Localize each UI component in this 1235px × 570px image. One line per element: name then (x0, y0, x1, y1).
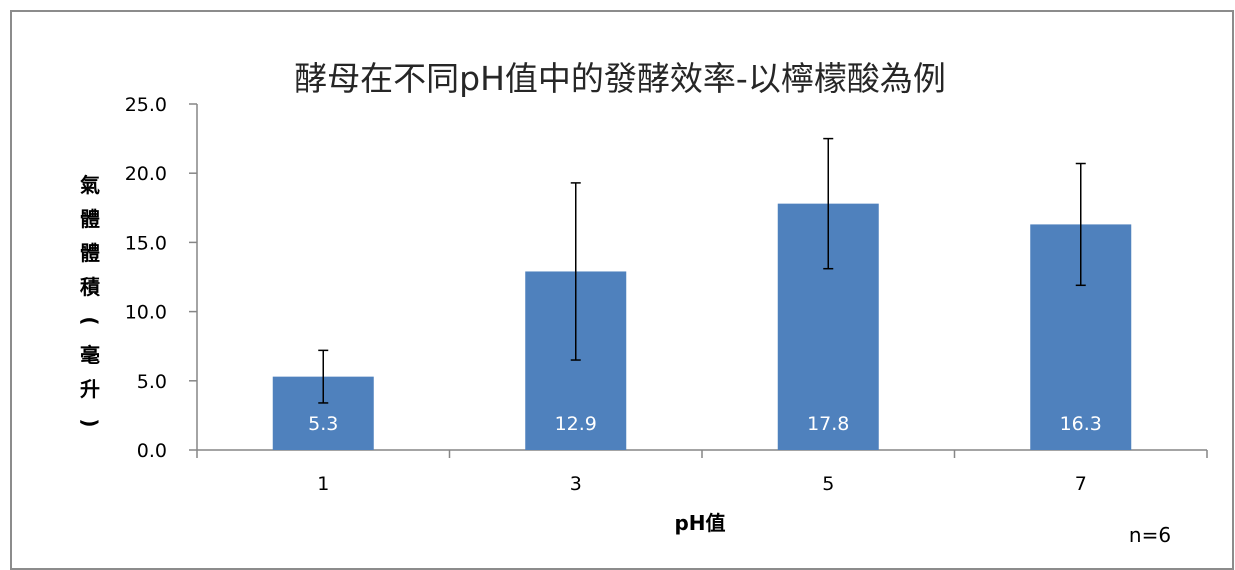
bars: 5.3 12.9 17.8 16.3 (272, 137, 1132, 450)
y-axis-title-char: ( (78, 316, 102, 325)
y-axis-title-char: 體 (80, 241, 100, 265)
y-axis-title-char: 升 (80, 377, 100, 401)
y-axis-title-char: ) (78, 418, 102, 427)
y-axis-title-char: 體 (80, 207, 100, 231)
x-tick-label: 7 (1075, 473, 1087, 495)
y-tick-label: 5.0 (137, 371, 167, 393)
y-axis-title-char: 積 (80, 275, 101, 299)
y-ticks: 0.0 5.0 10.0 15.0 20.0 25.0 (125, 94, 197, 462)
y-tick-label: 15.0 (125, 232, 167, 254)
bar-value-label: 5.3 (308, 413, 338, 435)
y-tick-label: 20.0 (125, 163, 167, 185)
y-axis-title-char: 氣 (80, 173, 100, 197)
x-axis-title: pH值 (674, 511, 725, 535)
sample-size-note: n=6 (1129, 523, 1171, 547)
x-ticks: 1 3 5 7 (196, 450, 1208, 495)
bar-value-label: 16.3 (1060, 413, 1102, 435)
x-tick-label: 1 (317, 473, 329, 495)
bar-value-label: 17.8 (807, 413, 849, 435)
y-tick-label: 25.0 (125, 94, 167, 116)
x-tick-label: 3 (570, 473, 582, 495)
y-tick-label: 10.0 (125, 302, 167, 324)
y-tick-label: 0.0 (137, 440, 167, 462)
chart-title: 酵母在不同pH值中的發酵效率-以檸檬酸為例 (294, 59, 946, 98)
x-tick-label: 5 (822, 473, 834, 495)
bar-value-label: 12.9 (555, 413, 597, 435)
y-axis-title-char: 毫 (80, 343, 100, 367)
